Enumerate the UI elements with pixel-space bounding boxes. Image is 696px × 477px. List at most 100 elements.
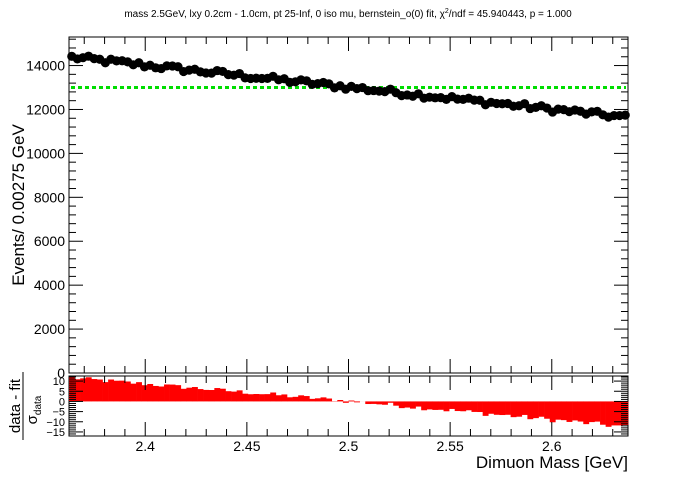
pull-bar [265,394,271,401]
pull-bar [471,401,477,412]
pull-bar [108,380,114,402]
pull-bar [438,401,444,409]
pull-bar [567,401,573,422]
pull-bar [119,381,125,402]
pull-bar [170,385,176,402]
pull-bar [209,390,215,401]
pull-bar [421,401,427,410]
x-tick-label: 2.5 [339,438,359,454]
pull-bar [533,401,539,418]
y-tick-label: 10000 [26,145,65,161]
pull-bar [427,401,433,409]
pull-bar [516,401,522,416]
pull-label-numerator: data - fit [7,378,24,433]
pull-bar [416,401,422,406]
pull-bar [203,390,209,402]
pull-bar [237,390,243,401]
pull-bar [125,382,131,402]
pull-bar [522,401,528,415]
pull-bar [198,389,204,401]
pull-bar [326,399,332,402]
pull-bar [483,401,489,415]
y-tick-label: 4000 [34,277,65,293]
pull-bar [186,388,192,402]
pull-bar [488,401,494,413]
pull-bar [561,401,567,420]
pull-bar [114,381,120,402]
pull-bar [466,401,472,410]
pull-bar [86,377,92,401]
pull-bar [600,401,606,424]
pull-bar [158,387,164,402]
pull-bar [147,384,153,401]
pull-bar [393,401,399,405]
pull-bar [444,401,450,411]
pull-bar [399,401,405,408]
pull-bar [432,401,438,410]
pull-bar [91,379,97,401]
y-tick-label: 2000 [34,321,65,337]
pull-bar [388,401,394,402]
pull-bar [449,401,455,409]
pull-bar [281,394,287,401]
pull-bar [337,400,343,401]
x-tick-label: 2.55 [437,438,464,454]
pull-bar [231,392,237,402]
pull-bar [594,401,600,421]
pull-bar [220,389,226,402]
pull-bar [606,401,612,426]
pull-bar [309,399,315,402]
pull-bar [253,394,259,401]
pull-bar [97,380,103,402]
pull-bar [270,393,276,402]
pull-bar [321,397,327,401]
data-point [621,110,630,119]
pull-bar [555,401,561,419]
pull-bar [404,401,410,407]
pull-bar [248,394,254,401]
pull-bar [164,384,170,401]
pull-bar [544,401,550,418]
pull-bar [511,401,517,417]
pull-bar [477,401,483,412]
y-tick-label: 6000 [34,233,65,249]
pull-bar [494,401,500,414]
pull-bar [365,401,371,404]
pull-bar [460,401,466,411]
pull-bar [298,395,304,401]
pull-bar [304,396,310,401]
x-tick-label: 2.6 [542,438,562,454]
pull-bar [354,401,360,402]
pull-bar [287,397,293,401]
x-tick-label: 2.45 [233,438,260,454]
pull-bar [276,395,282,401]
pull-bar [455,401,461,411]
y-axis-label: Events/ 0.00275 GeV [9,124,28,286]
pull-bar [315,398,321,401]
pull-bar [136,382,142,401]
pull-bar [293,397,299,402]
pull-bar [181,389,187,402]
pull-bar [410,401,416,408]
y-tick-label: 12000 [26,101,65,117]
pull-y-tick-label: 10 [53,376,65,388]
x-axis-label: Dimuon Mass [GeV] [476,453,628,472]
pull-bar [499,401,505,415]
pull-bar [130,384,136,402]
pull-bar [259,394,265,401]
x-tick-label: 2.4 [135,438,155,454]
pull-bar [382,401,388,404]
pull-bar [583,401,589,424]
pull-bar [103,382,109,401]
pull-bar [349,401,355,402]
pull-bar [142,385,148,401]
pull-bar [80,378,86,401]
pull-bar [75,379,81,401]
pull-bar [371,401,377,404]
pull-bar [175,385,181,401]
y-tick-label: 14000 [26,58,65,74]
